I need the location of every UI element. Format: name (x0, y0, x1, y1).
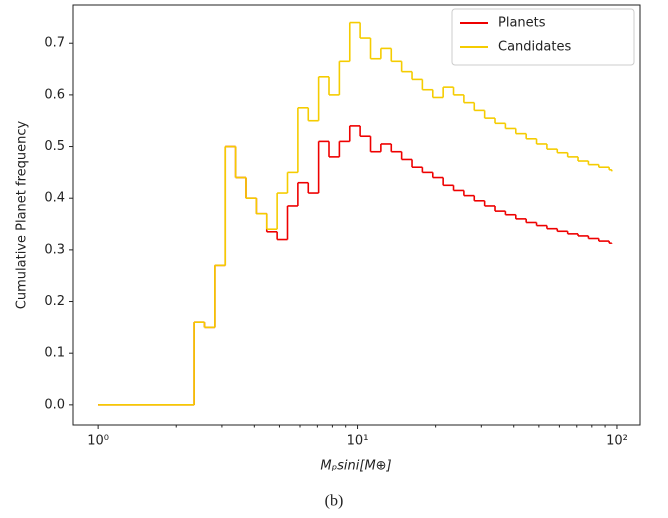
caption: (b) (325, 493, 344, 510)
y-tick-label: 0.3 (44, 242, 65, 257)
legend-box (451, 8, 635, 66)
y-tick-label: 0.6 (44, 87, 65, 102)
x-tick-label: 10¹ (347, 434, 369, 449)
y-tick-label: 0.5 (44, 139, 65, 154)
legend-label: Candidates (498, 40, 571, 55)
x-tick-label: 10² (606, 434, 628, 449)
x-axis-label: Mₚsini[M⊕] (320, 459, 391, 474)
x-tick-label: 10⁰ (87, 434, 109, 449)
y-tick-label: 0.4 (44, 191, 65, 206)
legend-label: Planets (498, 16, 546, 31)
y-tick-label: 0.0 (44, 397, 65, 412)
y-tick-label: 0.7 (44, 36, 65, 51)
y-tick-label: 0.1 (44, 346, 65, 361)
y-tick-label: 0.2 (44, 294, 65, 309)
plot-frame (72, 4, 641, 426)
y-axis-label: Cumulative Planet frequency (15, 120, 30, 309)
